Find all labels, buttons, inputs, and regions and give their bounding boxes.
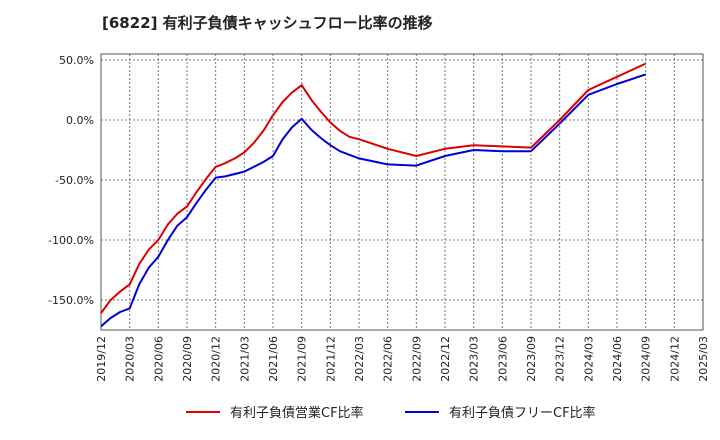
legend-label-series1: 有利子負債営業CF比率 — [230, 406, 364, 421]
x-tick-label: 2022/12 — [439, 336, 452, 382]
x-tick-label: 2022/03 — [353, 336, 366, 382]
y-tick-label: 0.0% — [66, 114, 94, 127]
y-tick-label: -150.0% — [48, 294, 94, 307]
y-tick-label: 50.0% — [59, 54, 94, 67]
series-line-2 — [100, 73, 647, 328]
legend-swatch-series2 — [405, 410, 439, 413]
x-tick-label: 2024/06 — [611, 336, 624, 382]
x-tick-label: 2023/12 — [554, 336, 567, 382]
x-tick-label: 2021/09 — [296, 336, 309, 382]
x-tick-label: 2021/12 — [324, 336, 337, 382]
x-tick-label: 2022/09 — [410, 336, 423, 382]
x-tick-label: 2020/12 — [210, 336, 223, 382]
x-tick-label: 2021/06 — [267, 336, 280, 382]
x-tick-label: 2024/12 — [668, 336, 681, 382]
legend: 有利子負債営業CF比率 有利子負債フリーCF比率 — [0, 402, 720, 426]
legend-swatch-series1 — [186, 410, 220, 413]
x-tick-labels: 2019/12 2020/03 2020/06 2020/09 2020/12 2021/… — [95, 336, 710, 382]
axes — [100, 53, 704, 331]
x-tick-label: 2020/06 — [152, 336, 165, 382]
x-tick-label: 2022/06 — [382, 336, 395, 382]
x-tick-label: 2025/03 — [697, 336, 710, 382]
y-tick-label: -100.0% — [48, 234, 94, 247]
x-tick-label: 2024/09 — [640, 336, 653, 382]
chart-title: [6822] 有利子負債キャッシュフロー比率の推移 — [102, 14, 433, 32]
legend-item-series1: 有利子負債営業CF比率 — [186, 402, 364, 421]
y-tick-label: -50.0% — [55, 174, 94, 187]
legend-label-series2: 有利子負債フリーCF比率 — [449, 406, 596, 421]
x-tick-label: 2023/06 — [496, 336, 509, 382]
grid-lines — [100, 54, 704, 330]
x-tick-label: 2019/12 — [95, 336, 108, 382]
x-tick-label: 2020/09 — [181, 336, 194, 382]
y-tick-labels: 50.0% 0.0% -50.0% -100.0% -150.0% — [48, 54, 94, 307]
x-tick-label: 2023/03 — [468, 336, 481, 382]
x-tick-label: 2021/03 — [238, 336, 251, 382]
plot-frame — [100, 53, 704, 331]
x-tick-label: 2020/03 — [124, 336, 137, 382]
x-tick-label: 2023/09 — [525, 336, 538, 382]
series-lines — [100, 62, 647, 328]
series-line-1 — [100, 62, 647, 314]
legend-item-series2: 有利子負債フリーCF比率 — [405, 402, 596, 421]
x-tick-label: 2024/03 — [582, 336, 595, 382]
